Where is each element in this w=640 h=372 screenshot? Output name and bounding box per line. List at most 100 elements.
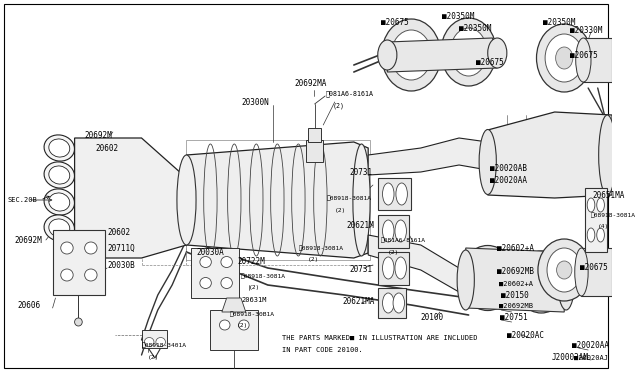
Text: ■20020AA: ■20020AA — [490, 176, 527, 185]
Ellipse shape — [177, 155, 196, 245]
Text: ■20350M: ■20350M — [543, 17, 575, 26]
Text: ■20602+A: ■20602+A — [499, 281, 533, 287]
Text: SEC.20B: SEC.20B — [8, 197, 37, 203]
Text: ■20330M: ■20330M — [570, 26, 602, 35]
Text: (2): (2) — [335, 208, 346, 212]
Text: ■20020AJ: ■20020AJ — [574, 355, 608, 361]
Text: ■20020AA: ■20020AA — [572, 341, 609, 350]
Text: ■20675: ■20675 — [580, 263, 607, 273]
Ellipse shape — [220, 320, 230, 330]
Ellipse shape — [75, 318, 83, 326]
Polygon shape — [488, 112, 612, 198]
Ellipse shape — [61, 269, 73, 281]
Text: 20692M: 20692M — [14, 235, 42, 244]
Text: (2): (2) — [148, 355, 159, 359]
Text: ⓝ08918-3081A: ⓝ08918-3081A — [298, 245, 344, 251]
Ellipse shape — [457, 250, 474, 310]
Text: 20030B: 20030B — [107, 260, 135, 269]
Text: 20030A: 20030A — [196, 247, 224, 257]
Ellipse shape — [460, 246, 515, 311]
Text: 20722M: 20722M — [237, 257, 265, 266]
Ellipse shape — [44, 135, 74, 161]
Ellipse shape — [49, 193, 70, 211]
Text: 20651MA: 20651MA — [593, 190, 625, 199]
Text: ■20751: ■20751 — [500, 312, 528, 321]
Text: J20002AM: J20002AM — [552, 353, 589, 362]
Text: ■20692MB: ■20692MB — [499, 303, 533, 309]
Polygon shape — [378, 178, 412, 210]
Ellipse shape — [381, 19, 441, 91]
Text: 20621MA: 20621MA — [342, 298, 375, 307]
Ellipse shape — [44, 189, 74, 215]
Text: ⓝ08918-30B1A: ⓝ08918-30B1A — [230, 311, 275, 317]
Ellipse shape — [587, 198, 595, 212]
Ellipse shape — [49, 219, 70, 237]
Polygon shape — [191, 248, 239, 298]
Ellipse shape — [596, 198, 604, 212]
Ellipse shape — [383, 293, 394, 313]
Text: ■20692MB: ■20692MB — [497, 267, 534, 276]
Ellipse shape — [451, 28, 487, 76]
Ellipse shape — [575, 248, 588, 296]
Text: ■20020AB: ■20020AB — [490, 164, 527, 173]
Ellipse shape — [468, 255, 507, 301]
Ellipse shape — [545, 34, 584, 82]
Ellipse shape — [353, 144, 370, 256]
Text: (4): (4) — [598, 224, 609, 228]
Text: ■20675: ■20675 — [476, 58, 504, 67]
Polygon shape — [582, 248, 612, 296]
Ellipse shape — [536, 24, 592, 92]
Ellipse shape — [61, 242, 73, 254]
Polygon shape — [141, 330, 167, 348]
Ellipse shape — [44, 162, 74, 188]
Text: IN PART CODE 20100.: IN PART CODE 20100. — [282, 347, 363, 353]
Bar — [186, 140, 370, 260]
Ellipse shape — [221, 278, 232, 289]
Ellipse shape — [49, 139, 70, 157]
Polygon shape — [378, 288, 406, 318]
Bar — [306, 140, 323, 162]
Ellipse shape — [378, 40, 397, 70]
Ellipse shape — [460, 41, 477, 63]
Text: (2): (2) — [237, 324, 248, 328]
Polygon shape — [378, 252, 410, 285]
Polygon shape — [222, 298, 246, 312]
Text: ⓝ08918-3081A: ⓝ08918-3081A — [327, 195, 372, 201]
Ellipse shape — [479, 268, 497, 288]
Polygon shape — [585, 188, 607, 252]
Polygon shape — [211, 310, 258, 350]
Text: 20711Q: 20711Q — [107, 244, 135, 253]
Ellipse shape — [587, 228, 595, 242]
Text: 20631M: 20631M — [241, 297, 266, 303]
Text: ■20675: ■20675 — [381, 17, 408, 26]
Polygon shape — [368, 138, 488, 175]
Ellipse shape — [383, 257, 394, 279]
Polygon shape — [387, 38, 497, 72]
Bar — [308, 128, 321, 142]
Text: ■20150: ■20150 — [501, 291, 529, 299]
Ellipse shape — [396, 183, 408, 205]
Text: ■20602+A: ■20602+A — [497, 244, 534, 253]
Text: 20602: 20602 — [107, 228, 130, 237]
Text: (2): (2) — [333, 103, 345, 109]
Text: ■20350M: ■20350M — [459, 23, 492, 32]
Ellipse shape — [393, 293, 404, 313]
Text: ■20020AC: ■20020AC — [507, 330, 544, 340]
Ellipse shape — [84, 269, 97, 281]
Ellipse shape — [524, 260, 559, 304]
Ellipse shape — [391, 30, 431, 80]
Text: ⓝ08918-3081A: ⓝ08918-3081A — [241, 273, 286, 279]
Ellipse shape — [441, 18, 497, 86]
Ellipse shape — [49, 166, 70, 184]
Ellipse shape — [383, 183, 394, 205]
Ellipse shape — [402, 43, 420, 67]
Ellipse shape — [44, 215, 74, 241]
Ellipse shape — [576, 38, 591, 82]
Text: 20731: 20731 — [349, 266, 372, 275]
Ellipse shape — [582, 259, 600, 285]
Ellipse shape — [515, 251, 568, 313]
Text: 20100: 20100 — [420, 314, 444, 323]
Text: 20692M: 20692M — [84, 131, 112, 140]
Text: 20606: 20606 — [17, 301, 40, 310]
Ellipse shape — [557, 250, 575, 310]
